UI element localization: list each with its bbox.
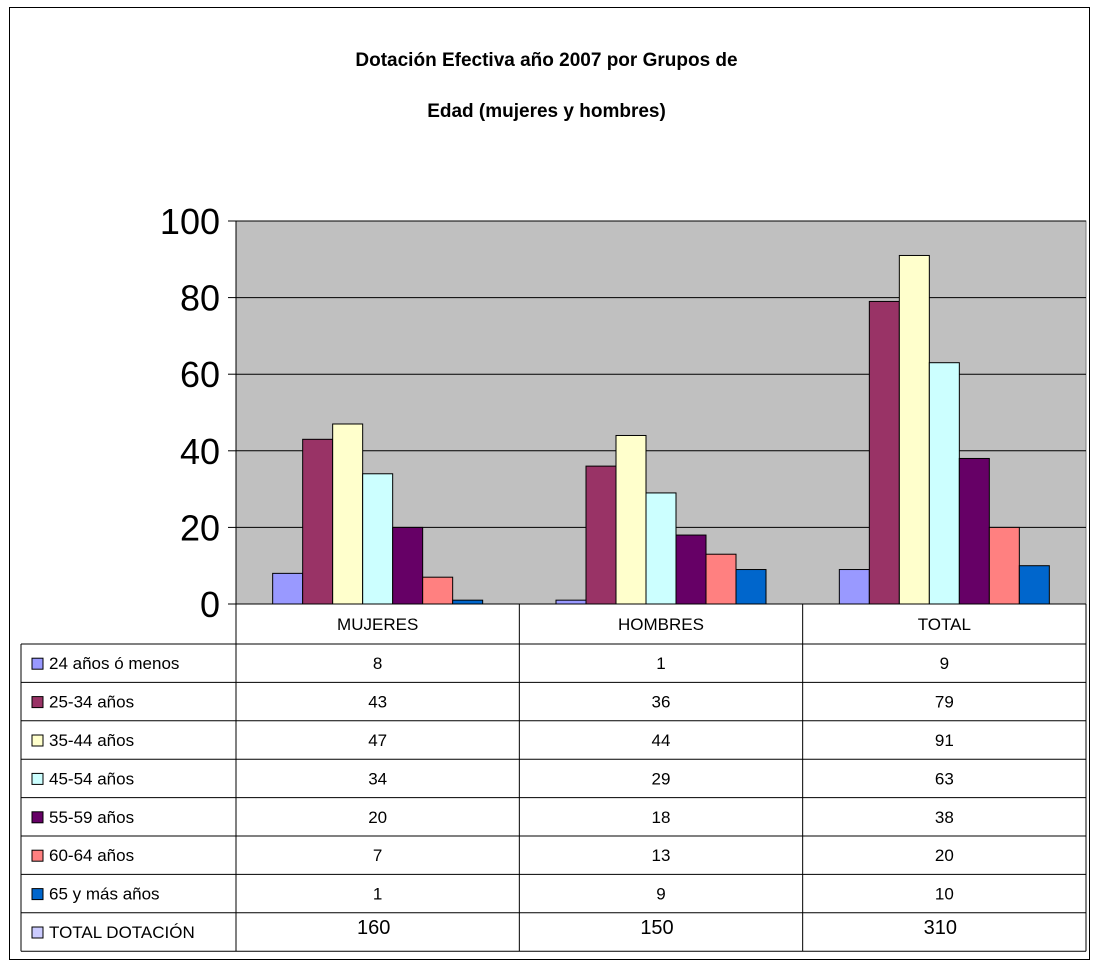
data-value: 13 [652,846,671,865]
total-value: 150 [640,917,673,939]
bar [838,569,870,605]
chart-title-line-1: Dotación Efectiva año 2007 por Grupos de [355,50,738,71]
data-value: 79 [935,693,954,712]
total-value: 310 [924,917,957,939]
data-value: 9 [940,654,949,673]
data-value: 44 [652,731,671,750]
data-value: 34 [368,769,387,788]
legend-swatch [31,657,44,670]
legend-label: 55-59 años [49,808,134,827]
bar [332,423,364,605]
data-value: 43 [368,693,387,712]
data-value: 1 [656,654,665,673]
legend-label: TOTAL DOTACIÓN [49,923,195,942]
bar [452,599,484,605]
total-value: 160 [357,917,390,939]
category-label: MUJERES [337,615,418,634]
legend-label: 35-44 años [49,731,134,750]
bar [272,572,304,605]
data-value: 29 [652,769,671,788]
bar [422,576,454,605]
bar [585,465,617,605]
bar [735,569,767,605]
bar [705,553,737,605]
y-tick-label: 20 [180,507,220,548]
legend-swatch [31,696,44,709]
bar [302,438,334,605]
legend-label: 24 años ó menos [49,654,179,673]
data-value: 9 [656,885,665,904]
data-value: 8 [373,654,382,673]
legend-swatch [31,811,44,824]
bar [675,534,707,605]
data-value: 1 [373,885,382,904]
bar [555,599,587,605]
legend-swatch [31,849,44,862]
data-value: 38 [935,808,954,827]
bar [928,362,960,605]
data-value: 36 [652,693,671,712]
data-value: 20 [368,808,387,827]
data-value: 47 [368,731,387,750]
bar [645,492,677,605]
legend-label: 25-34 años [49,693,134,712]
y-tick-label: 60 [180,354,220,395]
data-value: 63 [935,769,954,788]
legend-label: 65 y más años [49,885,160,904]
bar [898,254,930,605]
bars [236,254,1086,605]
bar [615,434,647,605]
bar [988,526,1020,605]
y-axis: 0 20 40 60 80 100 [160,201,237,625]
y-tick-label: 40 [180,431,220,472]
legend-swatch [31,734,44,747]
legend-swatch [31,926,44,939]
legend-swatch [31,888,44,901]
legend-label: 60-64 años [49,846,134,865]
data-value: 18 [652,808,671,827]
bar [958,457,990,605]
y-tick-label: 100 [160,201,220,242]
data-value: 10 [935,885,954,904]
y-tick-label: 0 [200,584,220,625]
data-table: MUJERES HOMBRES TOTAL 24 años ó menos 8 1 9 25-… [20,604,1087,952]
y-tick-label: 80 [180,278,220,319]
category-label: HOMBRES [618,615,704,634]
chart-title-line-2: Edad (mujeres y hombres) [427,101,666,122]
bar [392,526,424,605]
data-value: 91 [935,731,954,750]
bar [1018,565,1050,605]
legend-swatch [31,772,44,785]
bar [868,300,900,605]
data-value: 7 [373,846,382,865]
legend-label: 45-54 años [49,769,134,788]
category-label: TOTAL [918,615,971,634]
data-value: 20 [935,846,954,865]
bar [362,473,394,605]
